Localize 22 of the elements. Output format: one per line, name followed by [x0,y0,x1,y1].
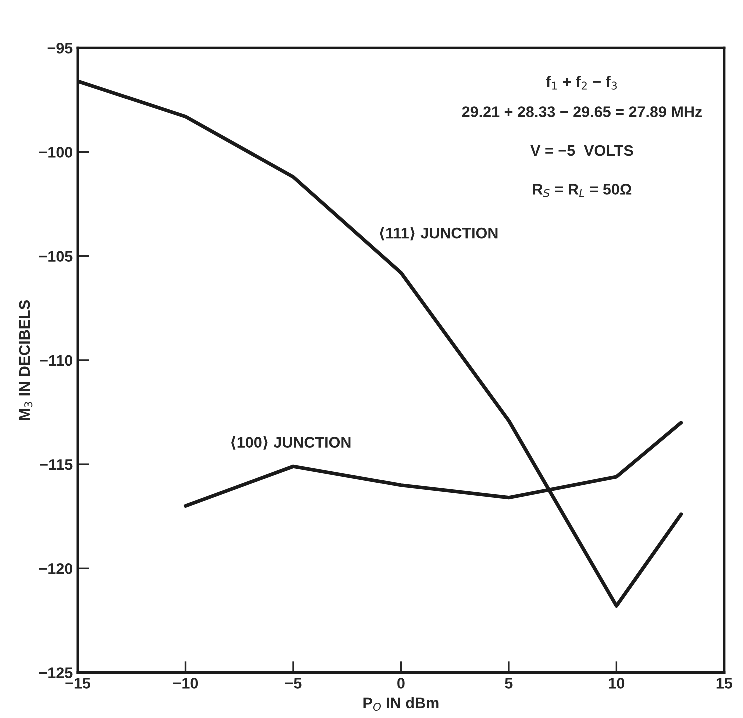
y-axis-title: M$_{3}$ IN DECIBELS [19,300,33,420]
x-tick-label: −5 [285,678,302,689]
x-tick-label: −10 [173,678,198,689]
annotation: R$_{S}$ = R$_{L}$ = 50Ω [533,184,632,198]
x-tick-label: 15 [716,678,732,689]
y-tick-label: −95 [48,42,73,54]
y-tick-label: −115 [40,460,73,470]
annotation: V = −5 VOLTS [530,145,634,156]
x-tick-label: 10 [609,678,625,689]
y-tick-label: −105 [39,251,73,262]
x-tick-label: −15 [66,678,91,689]
x-tick-label: 5 [505,678,513,689]
y-tick-label: −110 [40,355,73,366]
annotation: 29.21 + 28.33 − 29.65 = 27.89 MHz [462,106,702,118]
annotation: f$_{1}$ + f$_{2}$ − f$_{3}$ [546,76,617,90]
y-tick-label: −125 [39,668,73,678]
x-axis-title: P$_{O}$ IN dBm [364,697,439,712]
annotation: ⟨111⟩ JUNCTION [380,226,498,241]
x-tick-label: 0 [398,678,405,689]
y-tick-label: −120 [39,564,73,574]
annotation: ⟨100⟩ JUNCTION [232,436,351,450]
y-tick-label: −100 [39,147,73,158]
